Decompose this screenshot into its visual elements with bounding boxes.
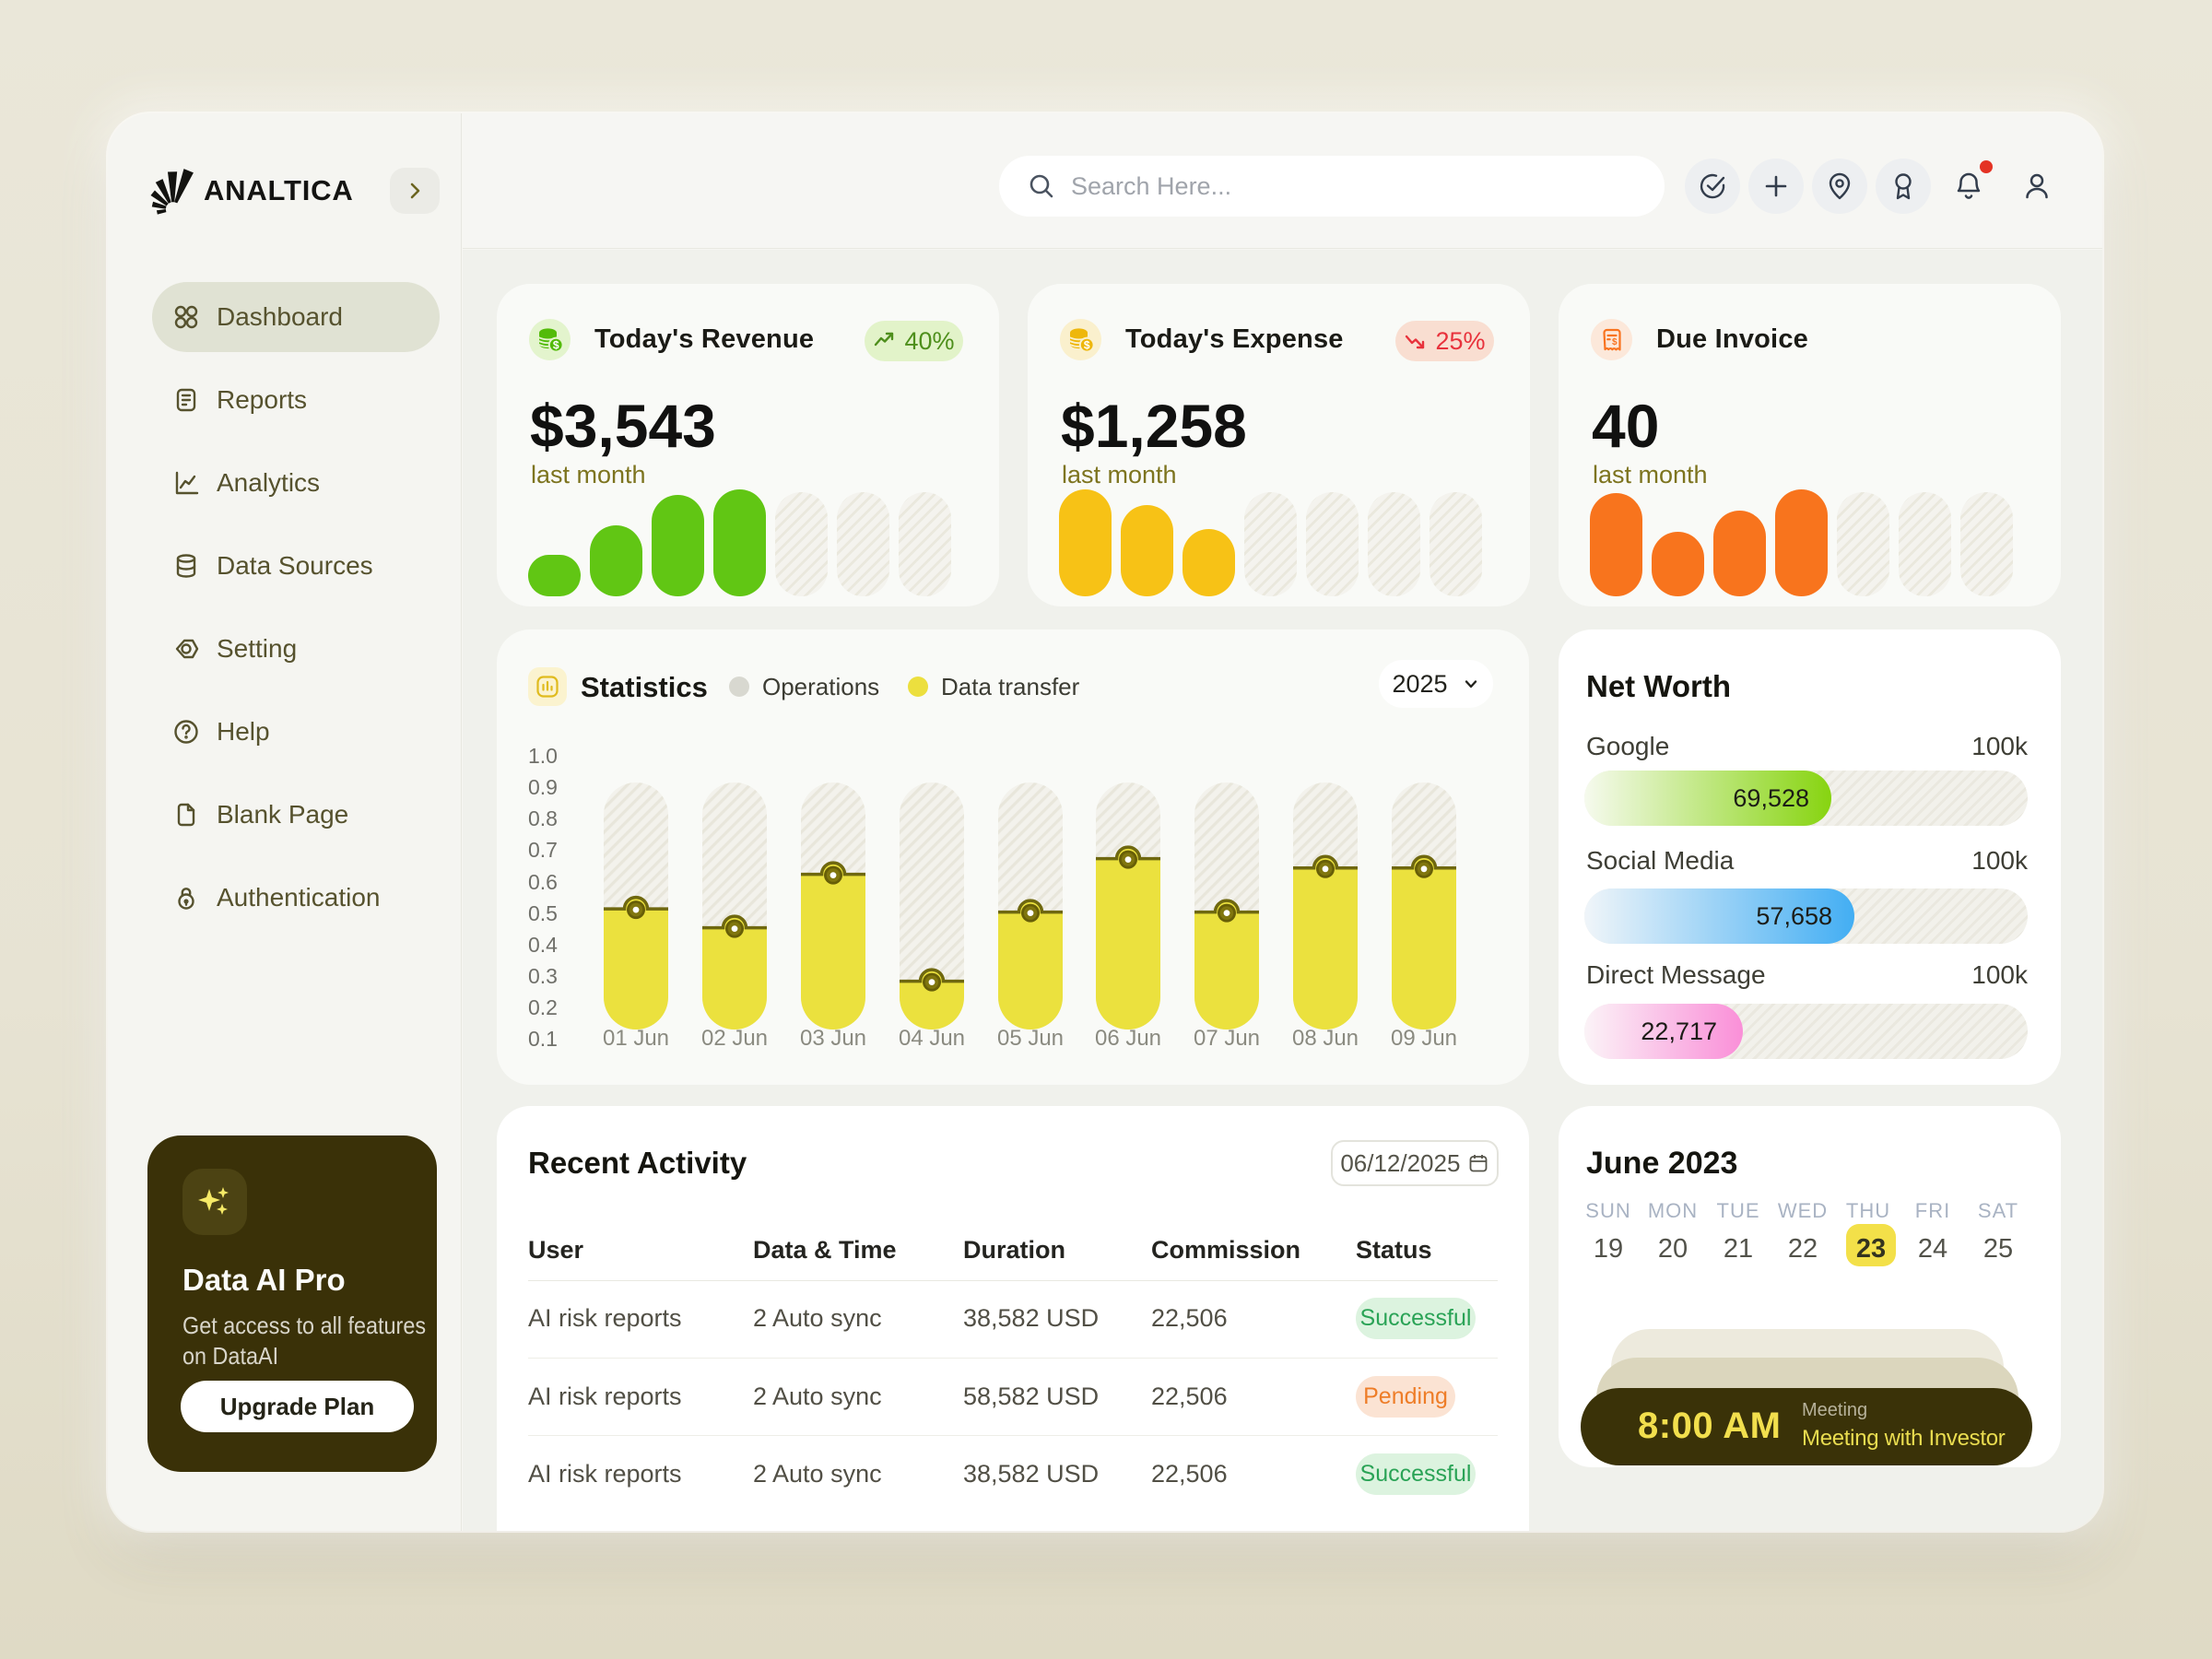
svg-text:$: $: [1612, 337, 1618, 347]
svg-text:$: $: [1083, 338, 1089, 351]
svg-text:$: $: [552, 338, 559, 351]
